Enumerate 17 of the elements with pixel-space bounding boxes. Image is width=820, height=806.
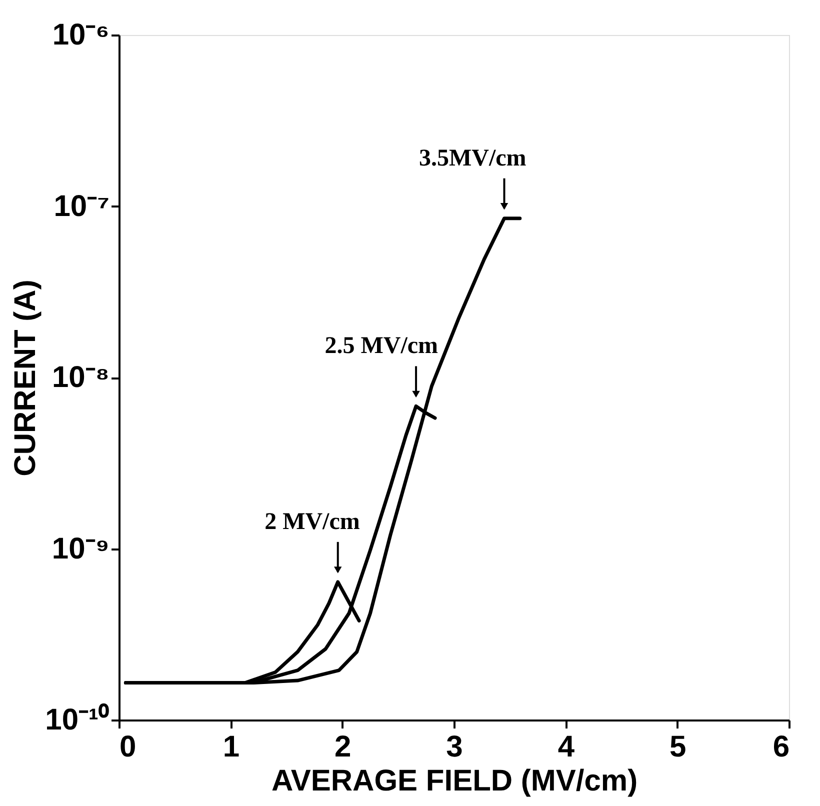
- y-tick-label: 10⁻⁹: [52, 532, 110, 566]
- x-tick-label: 3: [446, 730, 463, 764]
- y-tick-label: 10⁻⁸: [52, 361, 110, 394]
- annotation: 2.5 MV/cm: [324, 333, 438, 360]
- annotation: 2 MV/cm: [264, 508, 360, 535]
- y-tick-label: 10⁻⁷: [54, 190, 110, 223]
- x-axis-title: AVERAGE FIELD (MV/cm): [271, 764, 638, 798]
- x-tick-label: 1: [222, 730, 240, 764]
- y-tick-label: 10⁻¹⁰: [45, 702, 110, 736]
- x-tick-label: 5: [669, 730, 686, 764]
- x-tick-label: 2: [334, 730, 352, 764]
- y-axis-title: CURRENT (A): [9, 280, 42, 476]
- annotation: 3.5MV/cm: [418, 145, 526, 172]
- y-tick-label: 10⁻⁶: [52, 18, 110, 52]
- x-tick-label: 4: [558, 730, 575, 764]
- x-tick-label: 6: [772, 730, 790, 764]
- x-tick-label: 0: [120, 730, 136, 764]
